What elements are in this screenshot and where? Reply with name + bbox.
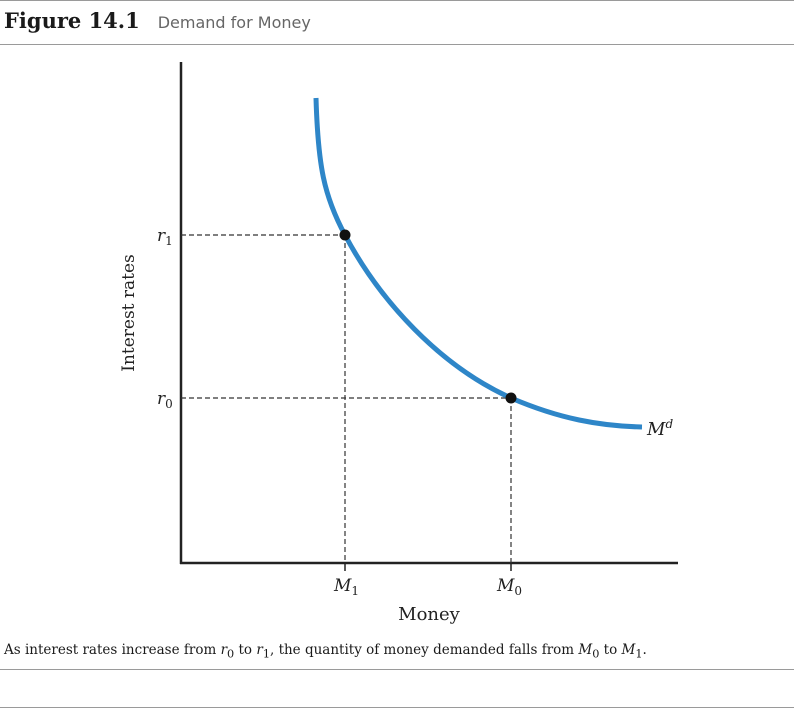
caption-sub-m1: 1 — [635, 647, 643, 661]
money-demand-curve — [313, 97, 643, 430]
x-tick-label-m0: M0 — [496, 576, 522, 598]
point-m0-r0 — [505, 392, 517, 404]
top-rule — [0, 0, 794, 1]
point-m1-r1 — [339, 229, 351, 241]
y-tick-label-r0: r0 — [157, 389, 173, 411]
bottom-rule — [0, 707, 794, 708]
y-axis-title: Interest rates — [119, 254, 139, 372]
caption-sub-r0: 0 — [227, 647, 235, 661]
caption-text: , the quantity of money demanded falls f… — [269, 642, 579, 658]
caption-sub-r1: 1 — [262, 647, 270, 661]
caption-var-m0: M — [578, 642, 593, 658]
money-demand-diagram: r1 r0 M1 M0 Md Money Interest rates — [119, 62, 678, 625]
header-rule — [0, 44, 794, 45]
x-tick-label-m1: M1 — [333, 576, 359, 598]
caption-var-m1: M — [621, 642, 636, 658]
curve-label: Md — [646, 417, 673, 440]
caption-var-r1: r — [256, 642, 263, 658]
caption-text: As interest rates increase from — [4, 642, 221, 658]
figure-title: Demand for Money — [157, 13, 311, 32]
caption-var-r0: r — [220, 642, 228, 658]
caption-sub-m0: 0 — [592, 647, 600, 661]
caption-text: . — [642, 642, 647, 658]
caption-text: to — [234, 642, 257, 658]
caption-rule — [0, 669, 794, 670]
x-axis-title: Money — [398, 604, 461, 625]
figure-header: Figure 14.1 Demand for Money — [4, 8, 311, 38]
figure-caption: As interest rates increase from r0 to r1… — [4, 642, 647, 661]
caption-text: to — [599, 642, 622, 658]
figure-number: Figure 14.1 — [4, 8, 140, 33]
y-tick-label-r1: r1 — [157, 226, 173, 248]
